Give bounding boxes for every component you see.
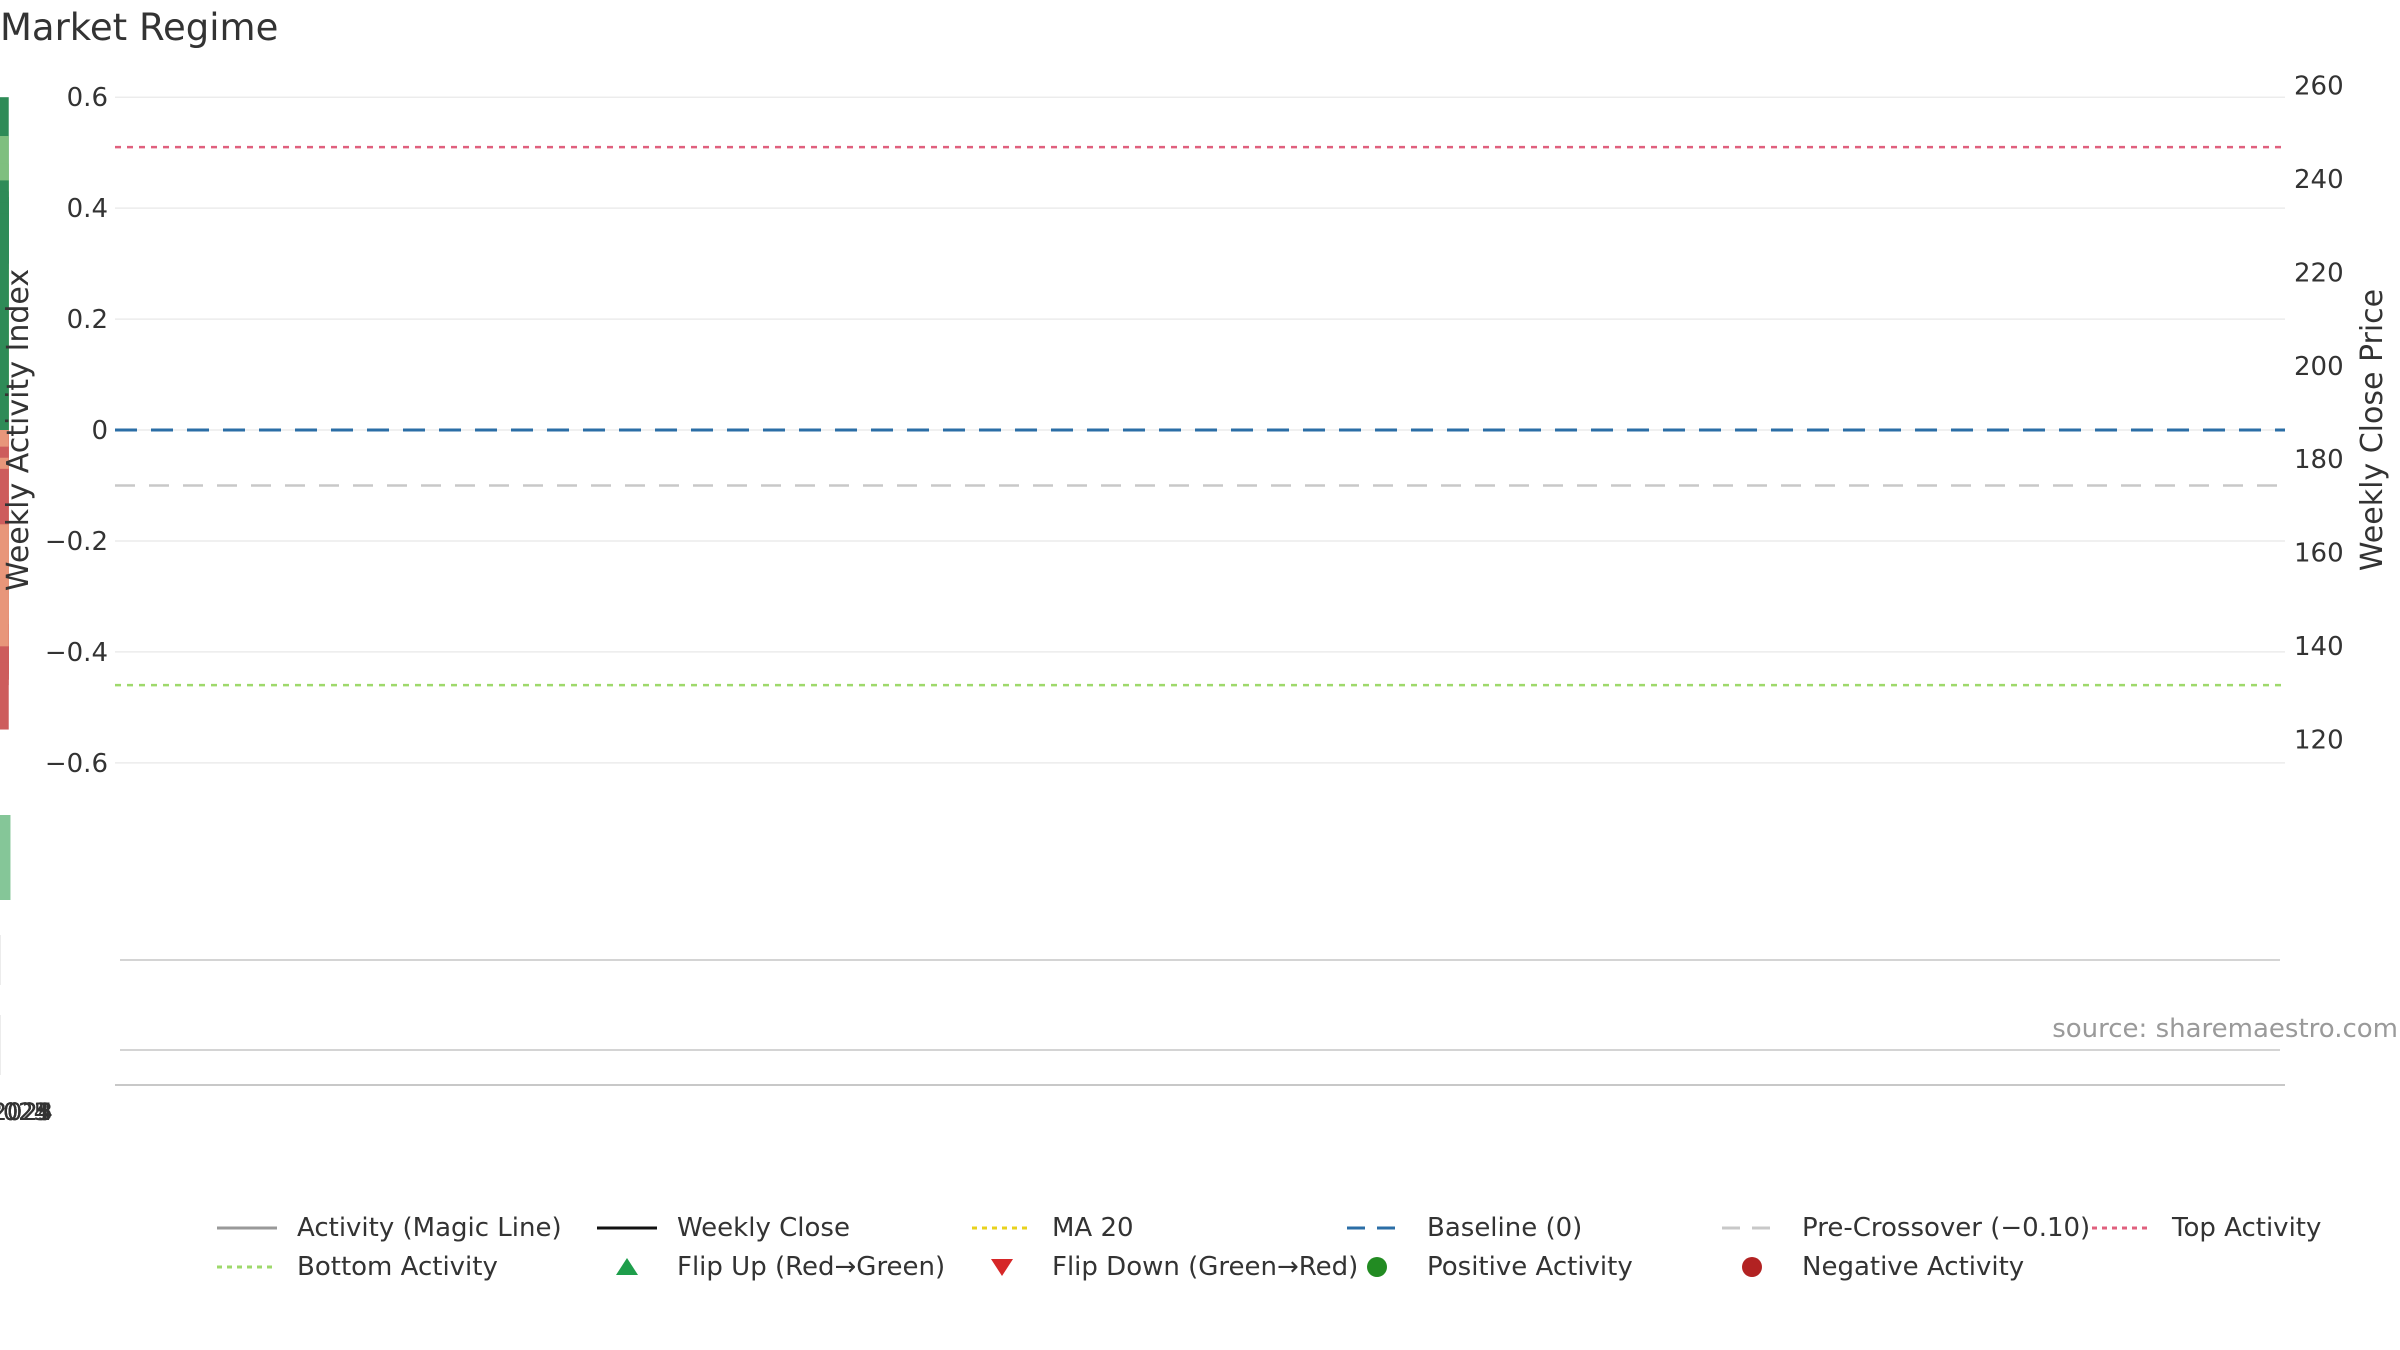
x-tick-label: Jul 2023 bbox=[0, 1098, 49, 1126]
y-left-tick-label: −0.2 bbox=[45, 527, 108, 557]
legend-label: Activity (Magic Line) bbox=[297, 1212, 562, 1243]
activity-bars bbox=[0, 97, 9, 730]
legend-item: MA 20 bbox=[970, 1208, 1134, 1247]
x-tick-label: Jul 2025 bbox=[0, 1098, 49, 1126]
legend-item: Top Activity bbox=[2090, 1208, 2321, 1247]
legend-item: Flip Up (Red→Green) bbox=[595, 1247, 945, 1286]
y-left-tick-label: 0 bbox=[91, 416, 108, 446]
legend-item: Bottom Activity bbox=[215, 1247, 498, 1286]
legend-item: Pre-Crossover (−0.10) bbox=[1720, 1208, 2090, 1247]
legend-label: Weekly Close bbox=[677, 1212, 850, 1243]
x-tick-label: Jan 2025 bbox=[0, 1098, 53, 1126]
legend-label: Top Activity bbox=[2172, 1212, 2322, 1243]
reference-lines bbox=[115, 145, 2285, 687]
solid-line-icon bbox=[217, 1226, 277, 1229]
legend-item: Weekly Close bbox=[595, 1208, 850, 1247]
y-right-tick-label: 200 bbox=[2294, 352, 2344, 382]
regime-cell bbox=[0, 815, 11, 900]
x-tick-label: Jan 2023 bbox=[0, 1098, 53, 1126]
triangle-down-icon bbox=[991, 1258, 1013, 1276]
source-credit: source: sharemaestro.com bbox=[2052, 1014, 2398, 1044]
legend-label: Negative Activity bbox=[1802, 1251, 2025, 1282]
dotted-line-icon bbox=[217, 1265, 277, 1268]
legend-label: MA 20 bbox=[1052, 1212, 1134, 1243]
triangle-up-icon bbox=[616, 1257, 638, 1275]
y-left-tick-label: −0.6 bbox=[45, 749, 108, 779]
y-right-tick-label: 120 bbox=[2294, 725, 2344, 755]
x-axis: Jan 2023Jul 2023Jan 2024Jul 2024Jan 2025… bbox=[0, 1084, 2285, 1126]
legend-item: Baseline (0) bbox=[1345, 1208, 1582, 1247]
y-right-tick-label: 220 bbox=[2294, 258, 2344, 288]
y-left-tick-label: 0.2 bbox=[67, 305, 108, 335]
y-right-axis-label: Weekly Close Price bbox=[2355, 289, 2390, 571]
axes: −0.6 −0.4 −0.2 0 0.2 0.4 0.6 120 140 160 180 200 220… bbox=[1, 72, 2390, 779]
y-left-tick-label: −0.4 bbox=[45, 638, 108, 668]
legend-label: Flip Down (Green→Red) bbox=[1052, 1251, 1359, 1282]
legend-label: Pre-Crossover (−0.10) bbox=[1802, 1212, 2091, 1243]
activity-bar bbox=[0, 430, 9, 447]
regime-strip bbox=[0, 815, 11, 900]
y-right-tick-label: 240 bbox=[2294, 165, 2344, 195]
circle-icon bbox=[1742, 1256, 1762, 1277]
legend-item: Activity (Magic Line) bbox=[215, 1208, 562, 1247]
circle-icon bbox=[1367, 1256, 1387, 1277]
y-right-tick-label: 260 bbox=[2294, 72, 2344, 102]
y-left-tick-label: 0.4 bbox=[67, 194, 108, 224]
y-left-axis-label: Weekly Activity Index bbox=[1, 269, 36, 591]
flip-markers-panel bbox=[0, 935, 2280, 1075]
legend: Activity (Magic Line) Weekly Close MA 20 Ba… bbox=[215, 1208, 2395, 1286]
y-left-tick-label: 0.6 bbox=[67, 83, 108, 113]
y-right-tick-label: 140 bbox=[2294, 632, 2344, 662]
y-right-tick-label: 180 bbox=[2294, 445, 2344, 475]
legend-item: Flip Down (Green→Red) bbox=[970, 1247, 1358, 1286]
market-regime-chart: −0.6 −0.4 −0.2 0 0.2 0.4 0.6 120 140 160 180 200 220… bbox=[0, 72, 2390, 1126]
dotted-line-icon bbox=[972, 1226, 1032, 1229]
solid-line-icon bbox=[597, 1226, 657, 1229]
legend-label: Positive Activity bbox=[1427, 1251, 1633, 1282]
legend-label: Bottom Activity bbox=[297, 1251, 498, 1282]
legend-item: Negative Activity bbox=[1720, 1247, 2024, 1286]
dashed-line-icon bbox=[1347, 1226, 1407, 1229]
dotted-line-icon bbox=[2092, 1226, 2152, 1229]
legend-item: Positive Activity bbox=[1345, 1247, 1633, 1286]
activity-bar bbox=[0, 213, 9, 430]
y-right-tick-label: 160 bbox=[2294, 539, 2344, 569]
legend-label: Baseline (0) bbox=[1427, 1212, 1583, 1243]
legend-label: Flip Up (Red→Green) bbox=[677, 1251, 946, 1282]
dashed-line-icon bbox=[1722, 1226, 1782, 1229]
chart-title: Market Regime bbox=[0, 6, 279, 49]
